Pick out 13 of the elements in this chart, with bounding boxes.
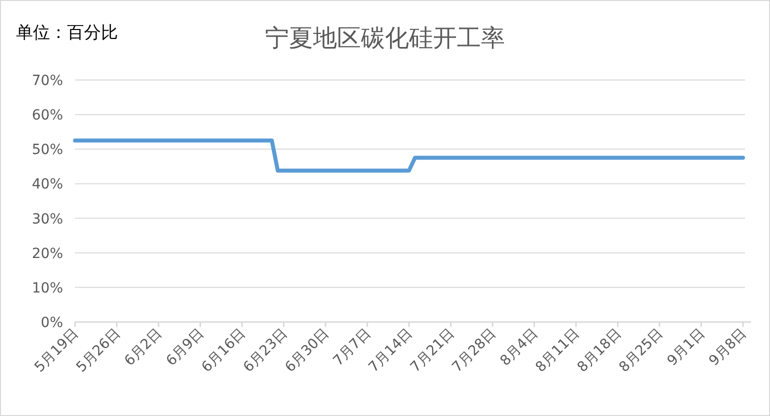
y-tick-label: 20% [32, 246, 63, 262]
x-tick-label: 9月8日 [706, 326, 750, 370]
y-tick-label: 70% [32, 73, 63, 89]
x-tick-label: 9月1日 [664, 326, 708, 370]
y-tick-label: 40% [32, 176, 63, 193]
chart-title: 宁夏地区碳化硅开工率 [265, 24, 505, 52]
y-tick-label: 60% [32, 108, 63, 124]
x-tick-label: 6月2日 [122, 326, 166, 370]
y-tick-label: 0% [40, 315, 63, 331]
y-tick-label: 10% [32, 280, 63, 296]
y-tick-label: 50% [32, 142, 63, 158]
text: 单位：百分比 [16, 23, 118, 43]
y-tick-label: 30% [32, 211, 63, 228]
